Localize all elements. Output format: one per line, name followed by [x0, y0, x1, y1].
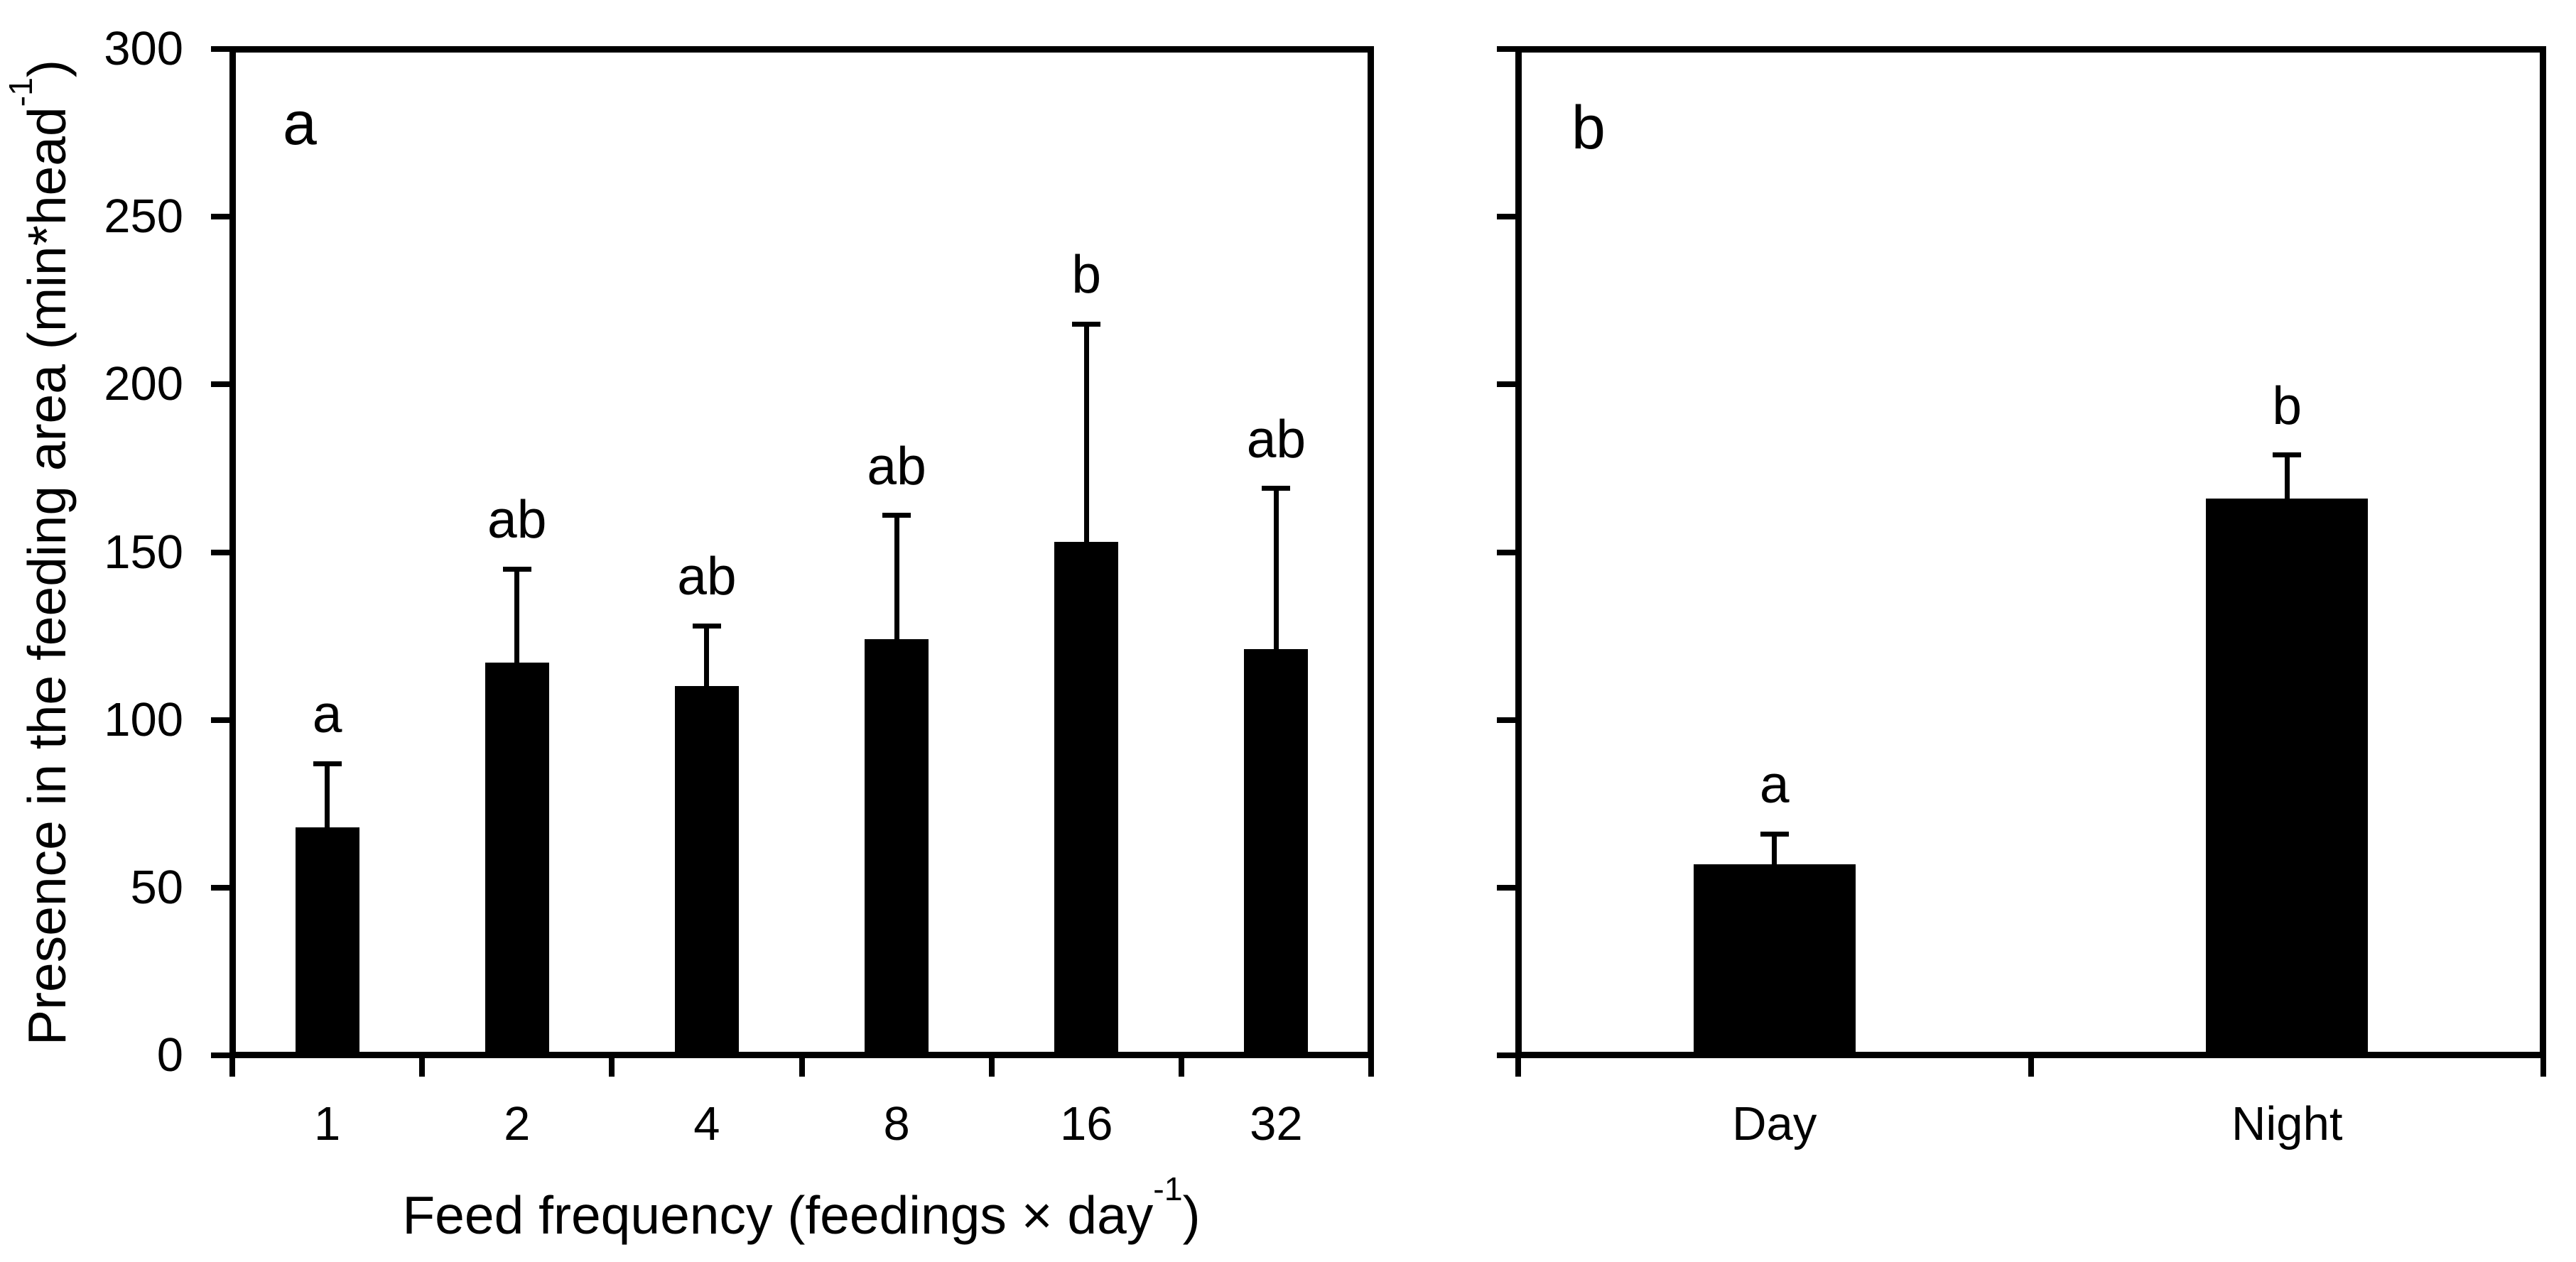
y-axis-tick: [1497, 549, 1515, 555]
y-axis-tick: [211, 46, 229, 52]
bar-1: [295, 827, 359, 1055]
y-axis-tick: [1497, 884, 1515, 891]
x-tick-label: Day: [1732, 1097, 1817, 1151]
y-axis-tick: [211, 214, 229, 220]
y-axis-tick: [1497, 1052, 1515, 1058]
plot-frame: [229, 46, 1374, 1058]
y-axis-tick: [211, 1052, 229, 1058]
y-axis-title-superscript: -1: [2, 77, 40, 107]
x-tick-label: 32: [1250, 1097, 1303, 1151]
error-bar-cap: [1072, 321, 1101, 327]
bar-Day: [1693, 864, 1856, 1055]
y-tick-label: 150: [104, 525, 183, 579]
y-tick-label: 50: [130, 860, 183, 914]
error-bar-stem: [325, 763, 330, 827]
y-axis-tick: [1497, 214, 1515, 220]
x-axis-tick: [988, 1058, 995, 1077]
x-axis-title: Feed frequency (feedings × day-1): [402, 1170, 1201, 1245]
x-axis-tick: [419, 1058, 426, 1077]
y-axis-tick: [211, 884, 229, 891]
bar-8: [865, 639, 929, 1055]
error-bar-cap: [313, 761, 342, 766]
x-axis-tick: [1368, 1058, 1374, 1077]
error-bar-stem: [894, 515, 899, 640]
significance-letter: a: [312, 684, 342, 744]
error-bar-cap: [2273, 452, 2302, 458]
error-bar-cap: [1760, 831, 1789, 837]
x-tick-label: 2: [504, 1097, 531, 1151]
y-axis-tick: [211, 381, 229, 388]
error-bar-cap: [1262, 486, 1291, 491]
y-axis-tick: [211, 717, 229, 723]
error-bar-stem: [2284, 455, 2290, 499]
panel-letter-b: b: [1571, 94, 1606, 162]
bar-16: [1054, 542, 1119, 1055]
bar-Night: [2206, 498, 2369, 1055]
y-axis-tick: [1497, 46, 1515, 52]
error-bar-cap: [692, 623, 721, 629]
error-bar-stem: [1083, 324, 1089, 543]
x-tick-label: 16: [1059, 1097, 1113, 1151]
y-tick-label: 200: [104, 357, 183, 411]
x-tick-label: 4: [693, 1097, 720, 1151]
significance-letter: a: [1759, 754, 1790, 815]
y-tick-label: 300: [104, 22, 183, 75]
bar-32: [1244, 649, 1309, 1055]
x-axis-tick: [609, 1058, 615, 1077]
bar-4: [674, 686, 739, 1055]
x-axis-tick: [1178, 1058, 1184, 1077]
plot-frame: [1515, 46, 2546, 1058]
x-axis-tick: [2540, 1058, 2546, 1077]
x-tick-label: 1: [313, 1097, 341, 1151]
significance-letter: b: [2272, 375, 2302, 435]
bar-2: [485, 663, 549, 1055]
significance-letter: ab: [487, 489, 547, 550]
y-tick-label: 250: [104, 190, 183, 244]
x-axis-tick: [1515, 1058, 1521, 1077]
x-tick-label: 8: [883, 1097, 910, 1151]
significance-letter: ab: [677, 546, 737, 606]
error-bar-stem: [514, 569, 520, 663]
significance-letter: b: [1071, 244, 1102, 305]
error-bar-cap: [502, 566, 531, 572]
x-axis-tick: [799, 1058, 805, 1077]
error-bar-stem: [1772, 834, 1777, 864]
error-bar-stem: [1273, 488, 1279, 650]
error-bar-stem: [704, 626, 710, 687]
x-axis-title-superscript: -1: [1153, 1170, 1183, 1208]
error-bar-cap: [882, 513, 911, 518]
y-axis-tick: [211, 549, 229, 555]
significance-letter: ab: [1246, 408, 1306, 469]
x-axis-tick: [2028, 1058, 2034, 1077]
x-tick-label: Night: [2231, 1097, 2343, 1151]
y-axis-tick: [1497, 381, 1515, 388]
y-tick-label: 0: [156, 1028, 183, 1082]
panel-letter-a: a: [283, 89, 317, 158]
x-axis-tick: [229, 1058, 235, 1077]
significance-letter: ab: [867, 435, 926, 496]
y-tick-label: 100: [104, 692, 183, 746]
y-axis-tick: [1497, 717, 1515, 723]
